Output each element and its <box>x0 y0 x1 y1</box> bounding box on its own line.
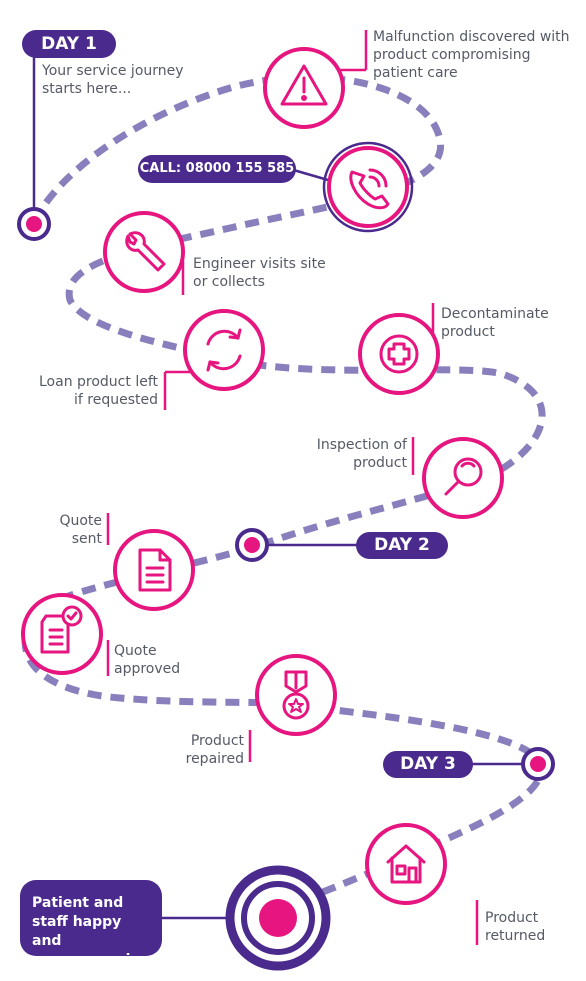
step-circle-loan <box>183 309 265 391</box>
step-text-loan: Loan product left if requested <box>39 374 158 408</box>
step-circle-quote-approved <box>21 593 103 675</box>
medal-icon <box>282 670 310 720</box>
step-text-engineer: Engineer visits site or collects <box>193 256 326 290</box>
step-circle-call <box>327 146 409 228</box>
phone-icon <box>349 168 390 210</box>
step-text-start: Your service journey starts here... <box>42 63 184 97</box>
connector-lines <box>32 50 522 920</box>
day2-label: DAY 2 <box>356 532 448 559</box>
step-text-repaired: Product repaired <box>185 733 244 767</box>
refresh-icon <box>206 328 242 372</box>
step-text-decontaminate: Decontaminate product <box>441 306 549 340</box>
magnifier-icon <box>444 457 483 496</box>
finish-target <box>225 865 331 971</box>
step-text-inspection: Inspection of product <box>316 437 407 471</box>
step-circle-quote-sent <box>113 529 195 611</box>
step-circle-returned <box>365 823 447 905</box>
step-text-returned: Product returned <box>485 910 546 944</box>
step-circle-inspection <box>422 437 504 519</box>
warning-icon <box>280 64 328 106</box>
approved-document-icon <box>40 605 83 654</box>
end-outcome-box: Patient and staff happy and uncompromise… <box>20 880 162 968</box>
step-text-quote-sent: Quote sent <box>59 513 102 547</box>
day1-label: DAY 1 <box>22 30 116 58</box>
step-text-quote-approved: Quote approved <box>114 643 181 677</box>
call-circle-ring <box>322 141 414 233</box>
day3-marker <box>521 747 555 781</box>
house-icon <box>386 844 426 884</box>
wrench-icon <box>125 231 166 272</box>
journey-path <box>21 73 546 922</box>
day1-marker <box>17 207 51 241</box>
day2-marker <box>235 528 269 562</box>
medical-cross-icon <box>379 334 419 374</box>
document-icon <box>138 548 172 592</box>
day3-label: DAY 3 <box>383 751 473 778</box>
step-text-malfunction: Malfunction discovered with product comp… <box>373 29 570 81</box>
step-circle-engineer <box>103 211 185 293</box>
step-circle-decontaminate <box>358 313 440 395</box>
call-number-label: CALL: 08000 155 585 <box>138 155 296 183</box>
